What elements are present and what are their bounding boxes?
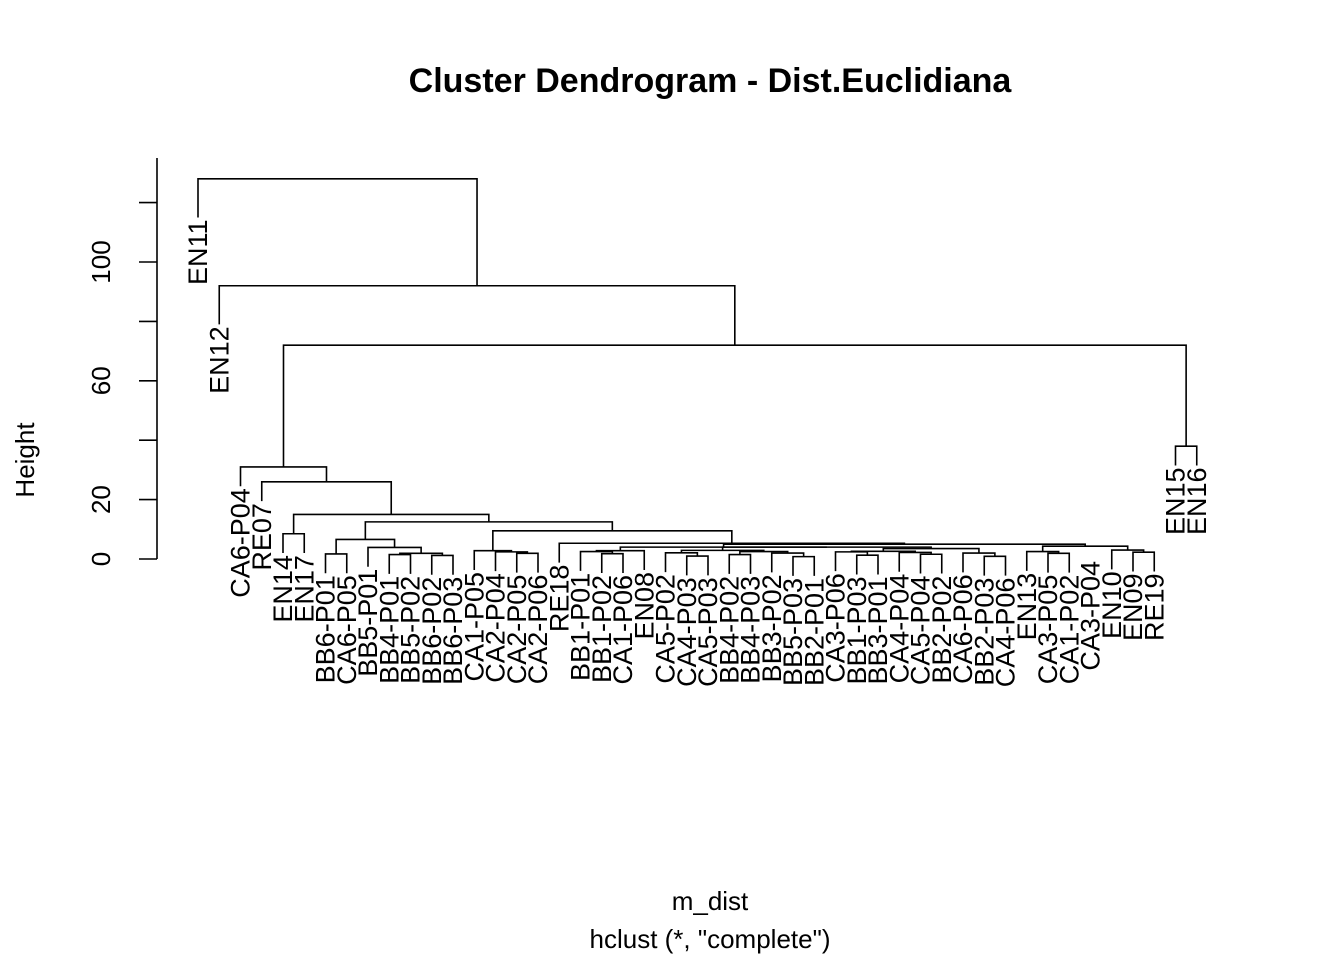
dendrogram-link (792, 555, 816, 576)
leaf-label: CA2-P06 (523, 575, 553, 685)
leaf-label: CA6-P04 (226, 488, 256, 598)
leaf-label: EN14 (268, 555, 298, 623)
leaf-label: CA4-P06 (991, 578, 1021, 688)
y-tick-label: 0 (86, 552, 116, 566)
dendrogram-link (728, 553, 752, 574)
leaf-label: BB5-P01 (353, 569, 383, 677)
dendrogram-link (898, 551, 932, 572)
dendrogram-link (282, 344, 1187, 467)
dendrogram-link (430, 554, 454, 575)
leaf-label: CA4-P03 (672, 577, 702, 687)
dendrogram-link (260, 480, 393, 515)
chart-subtitle: hclust (*, "complete") (590, 924, 831, 954)
leaf-label: BB1-P01 (566, 573, 596, 681)
leaf-label: BB2-P01 (799, 578, 829, 686)
leaf-label: CA1-P06 (608, 575, 638, 685)
dendrogram-link (919, 553, 943, 574)
dendrogram-link (324, 553, 348, 574)
leaf-label: RE19 (1139, 573, 1169, 641)
dendrogram-link (473, 549, 513, 570)
dendrogram-link (292, 513, 490, 534)
leaf-label: BB4-P02 (714, 576, 744, 684)
leaf-label: EN10 (1097, 571, 1127, 639)
leaf-label: CA4-P04 (884, 574, 914, 684)
y-axis: 0 20 60 100 (86, 158, 158, 566)
chart-title: Cluster Dendrogram - Dist.Euclidiana (409, 62, 1013, 100)
leaf-label: BB3-P01 (863, 576, 893, 684)
leaf-label: BB4-P01 (374, 576, 404, 684)
leaf-label: CA5-P04 (906, 576, 936, 686)
dendrogram-link (619, 546, 827, 551)
leaf-label: CA2-P04 (481, 573, 511, 683)
dendrogram-link (600, 552, 624, 573)
leaf-label: BB1-P03 (842, 576, 872, 684)
leaf-label: CA2-P05 (502, 575, 532, 685)
dendrogram-link (239, 466, 328, 487)
dendrogram-link (1047, 552, 1071, 573)
leaf-label: EN13 (1012, 573, 1042, 641)
dendrogram-link (282, 532, 306, 554)
dendrogram-link (855, 554, 879, 575)
leaf-label: CA1-P02 (1054, 575, 1084, 685)
leaf-label: EN09 (1118, 573, 1148, 641)
leaf-label: EN15 (1161, 467, 1191, 535)
leaf-label: CA5-P02 (651, 574, 681, 684)
leaf-labels: EN11EN12CA6-P04RE07EN14EN17BB6-P01CA6-P0… (183, 219, 1212, 687)
leaf-label: EN16 (1182, 467, 1212, 535)
dendrogram-link (1110, 549, 1145, 570)
leaf-label: CA6-P05 (332, 575, 362, 685)
leaf-label: BB1-P02 (587, 575, 617, 683)
leaf-label: BB2-P03 (969, 578, 999, 686)
leaf-label: CA6-P06 (948, 574, 978, 684)
leaf-label: BB4-P03 (736, 576, 766, 684)
dendrogram-link (1132, 551, 1156, 572)
leaf-label: EN12 (204, 326, 234, 394)
dendrogram-link (218, 284, 736, 346)
dendrogram-link (367, 546, 422, 567)
dendrogram-link (515, 552, 539, 573)
leaf-label: EN11 (183, 219, 213, 285)
leaf-label: EN17 (289, 555, 319, 623)
dendrogram-link (1174, 445, 1198, 466)
dendrogram-link (983, 555, 1007, 576)
leaf-label: RE07 (247, 503, 277, 571)
leaf-label: CA5-P03 (693, 577, 723, 687)
leaf-label: BB6-P01 (311, 575, 341, 683)
y-tick-label: 20 (86, 485, 116, 514)
y-tick-label: 60 (86, 366, 116, 395)
leaf-label: BB5-P02 (396, 576, 426, 684)
y-axis-label: Height (10, 422, 40, 498)
leaf-label: BB6-P03 (438, 577, 468, 685)
leaf-label: CA3-P04 (1076, 561, 1106, 671)
leaf-label: BB2-P02 (927, 576, 957, 684)
dendrogram-link (494, 551, 529, 572)
dendrogram-link (388, 553, 412, 574)
leaf-label: CA3-P05 (1033, 575, 1063, 685)
dendrogram-link (197, 178, 478, 286)
dendrogram-link (1025, 550, 1060, 571)
leaf-label: RE18 (544, 565, 574, 633)
leaf-label: BB6-P02 (417, 577, 447, 685)
leaf-label: EN08 (629, 572, 659, 640)
dendrogram-link (685, 555, 709, 576)
leaf-label: BB3-P02 (757, 574, 787, 682)
leaf-label: CA1-P05 (459, 572, 489, 682)
x-axis-label: m_dist (672, 886, 749, 916)
y-tick-label: 100 (86, 240, 116, 283)
leaf-label: BB5-P03 (778, 578, 808, 686)
dendrogram-links (197, 178, 1198, 576)
dendrogram-link (579, 550, 614, 571)
leaf-label: CA3-P06 (821, 573, 851, 683)
